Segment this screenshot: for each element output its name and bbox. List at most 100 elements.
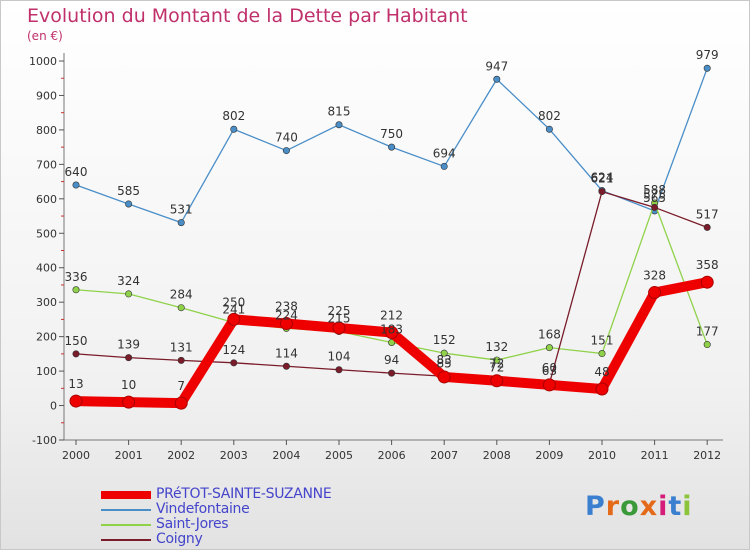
logo-letter: P — [585, 491, 606, 522]
data-point — [122, 395, 136, 409]
data-point — [125, 200, 133, 208]
y-tick-label: 800 — [36, 124, 57, 137]
data-point — [125, 290, 133, 298]
x-tick-label: 2002 — [167, 449, 195, 462]
data-label: 585 — [117, 184, 140, 198]
data-label: 72 — [489, 357, 504, 371]
data-label: 150 — [65, 334, 88, 348]
x-tick-label: 2008 — [483, 449, 511, 462]
data-label: 131 — [170, 340, 193, 354]
data-point — [177, 356, 185, 364]
data-point — [72, 286, 80, 294]
data-label: 947 — [485, 59, 508, 73]
data-point — [542, 378, 556, 392]
data-label: 124 — [222, 343, 245, 357]
data-label: 284 — [170, 288, 193, 302]
data-label: 621 — [591, 172, 614, 186]
data-point — [72, 350, 80, 358]
data-label: 114 — [275, 346, 298, 360]
legend-swatch — [101, 491, 151, 499]
data-point — [437, 370, 451, 384]
data-point — [388, 338, 396, 346]
legend-label: PRéTOT-SAINTE-SUZANNE — [156, 486, 332, 502]
data-point — [440, 349, 448, 357]
data-point — [648, 286, 662, 300]
y-tick-label: 200 — [36, 331, 57, 344]
data-label: 7 — [177, 379, 185, 393]
data-point — [700, 275, 714, 289]
data-point — [385, 326, 399, 340]
data-label: 152 — [433, 333, 456, 347]
data-label: 10 — [121, 378, 136, 392]
data-point — [282, 362, 290, 370]
y-tick-label: -100 — [32, 434, 57, 447]
data-label: 48 — [594, 365, 609, 379]
y-tick-label: 600 — [36, 193, 57, 206]
legend-swatch — [101, 509, 151, 511]
data-label: 565 — [643, 191, 666, 205]
legend-swatch — [101, 524, 151, 526]
data-label: 104 — [328, 350, 351, 364]
logo-letter: o — [620, 491, 640, 522]
logo-letter: t — [668, 491, 683, 522]
y-tick-label: 900 — [36, 89, 57, 102]
data-point — [335, 121, 343, 129]
x-tick-label: 2003 — [220, 449, 248, 462]
data-label: 151 — [591, 334, 614, 348]
y-tick-label: 400 — [36, 262, 57, 275]
data-label: 624 — [591, 171, 614, 185]
data-label: 358 — [696, 258, 719, 272]
data-label: 83 — [437, 353, 452, 367]
data-label: 224 — [275, 308, 298, 322]
data-point — [279, 317, 293, 331]
data-point — [595, 382, 609, 396]
data-point — [72, 181, 80, 189]
data-label: 694 — [433, 146, 456, 160]
data-point — [177, 304, 185, 312]
data-point — [388, 143, 396, 151]
logo-letter: r — [605, 491, 621, 522]
data-label: 13 — [68, 377, 83, 391]
data-point — [332, 321, 346, 335]
data-point — [493, 356, 501, 364]
data-label: 802 — [222, 109, 245, 123]
logo-letter: i — [682, 491, 693, 522]
data-label: 238 — [275, 300, 298, 314]
y-tick-label: 500 — [36, 227, 57, 240]
data-label: 168 — [538, 328, 561, 342]
data-label: 94 — [384, 353, 399, 367]
data-label: 740 — [275, 131, 298, 145]
x-tick-label: 2009 — [535, 449, 563, 462]
data-label: 588 — [643, 183, 666, 197]
x-tick-label: 2006 — [378, 449, 406, 462]
data-label: 802 — [538, 109, 561, 123]
data-point — [174, 396, 188, 410]
legend-label: Coigny — [156, 531, 203, 547]
chart-title: Evolution du Montant de la Dette par Hab… — [27, 5, 468, 27]
data-label: 241 — [222, 303, 245, 317]
data-label: 750 — [380, 127, 403, 141]
data-label: 63 — [542, 364, 557, 378]
data-label: 60 — [542, 361, 557, 375]
logo-letter: x — [639, 491, 659, 522]
data-label: 139 — [117, 338, 140, 352]
data-point — [598, 350, 606, 358]
data-label: 324 — [117, 274, 140, 288]
x-tick-label: 2004 — [272, 449, 300, 462]
data-label: 575 — [643, 187, 666, 201]
data-point — [703, 223, 711, 231]
data-label: 328 — [643, 269, 666, 283]
data-label: 72 — [489, 361, 504, 375]
data-point — [227, 312, 241, 326]
data-label: 979 — [696, 48, 719, 62]
data-point — [651, 203, 659, 211]
data-point — [703, 341, 711, 349]
x-tick-label: 2010 — [588, 449, 616, 462]
data-point — [282, 147, 290, 155]
data-label: 212 — [380, 309, 403, 323]
data-label: 183 — [380, 322, 403, 336]
x-tick-label: 2001 — [115, 449, 143, 462]
data-point — [490, 374, 504, 388]
